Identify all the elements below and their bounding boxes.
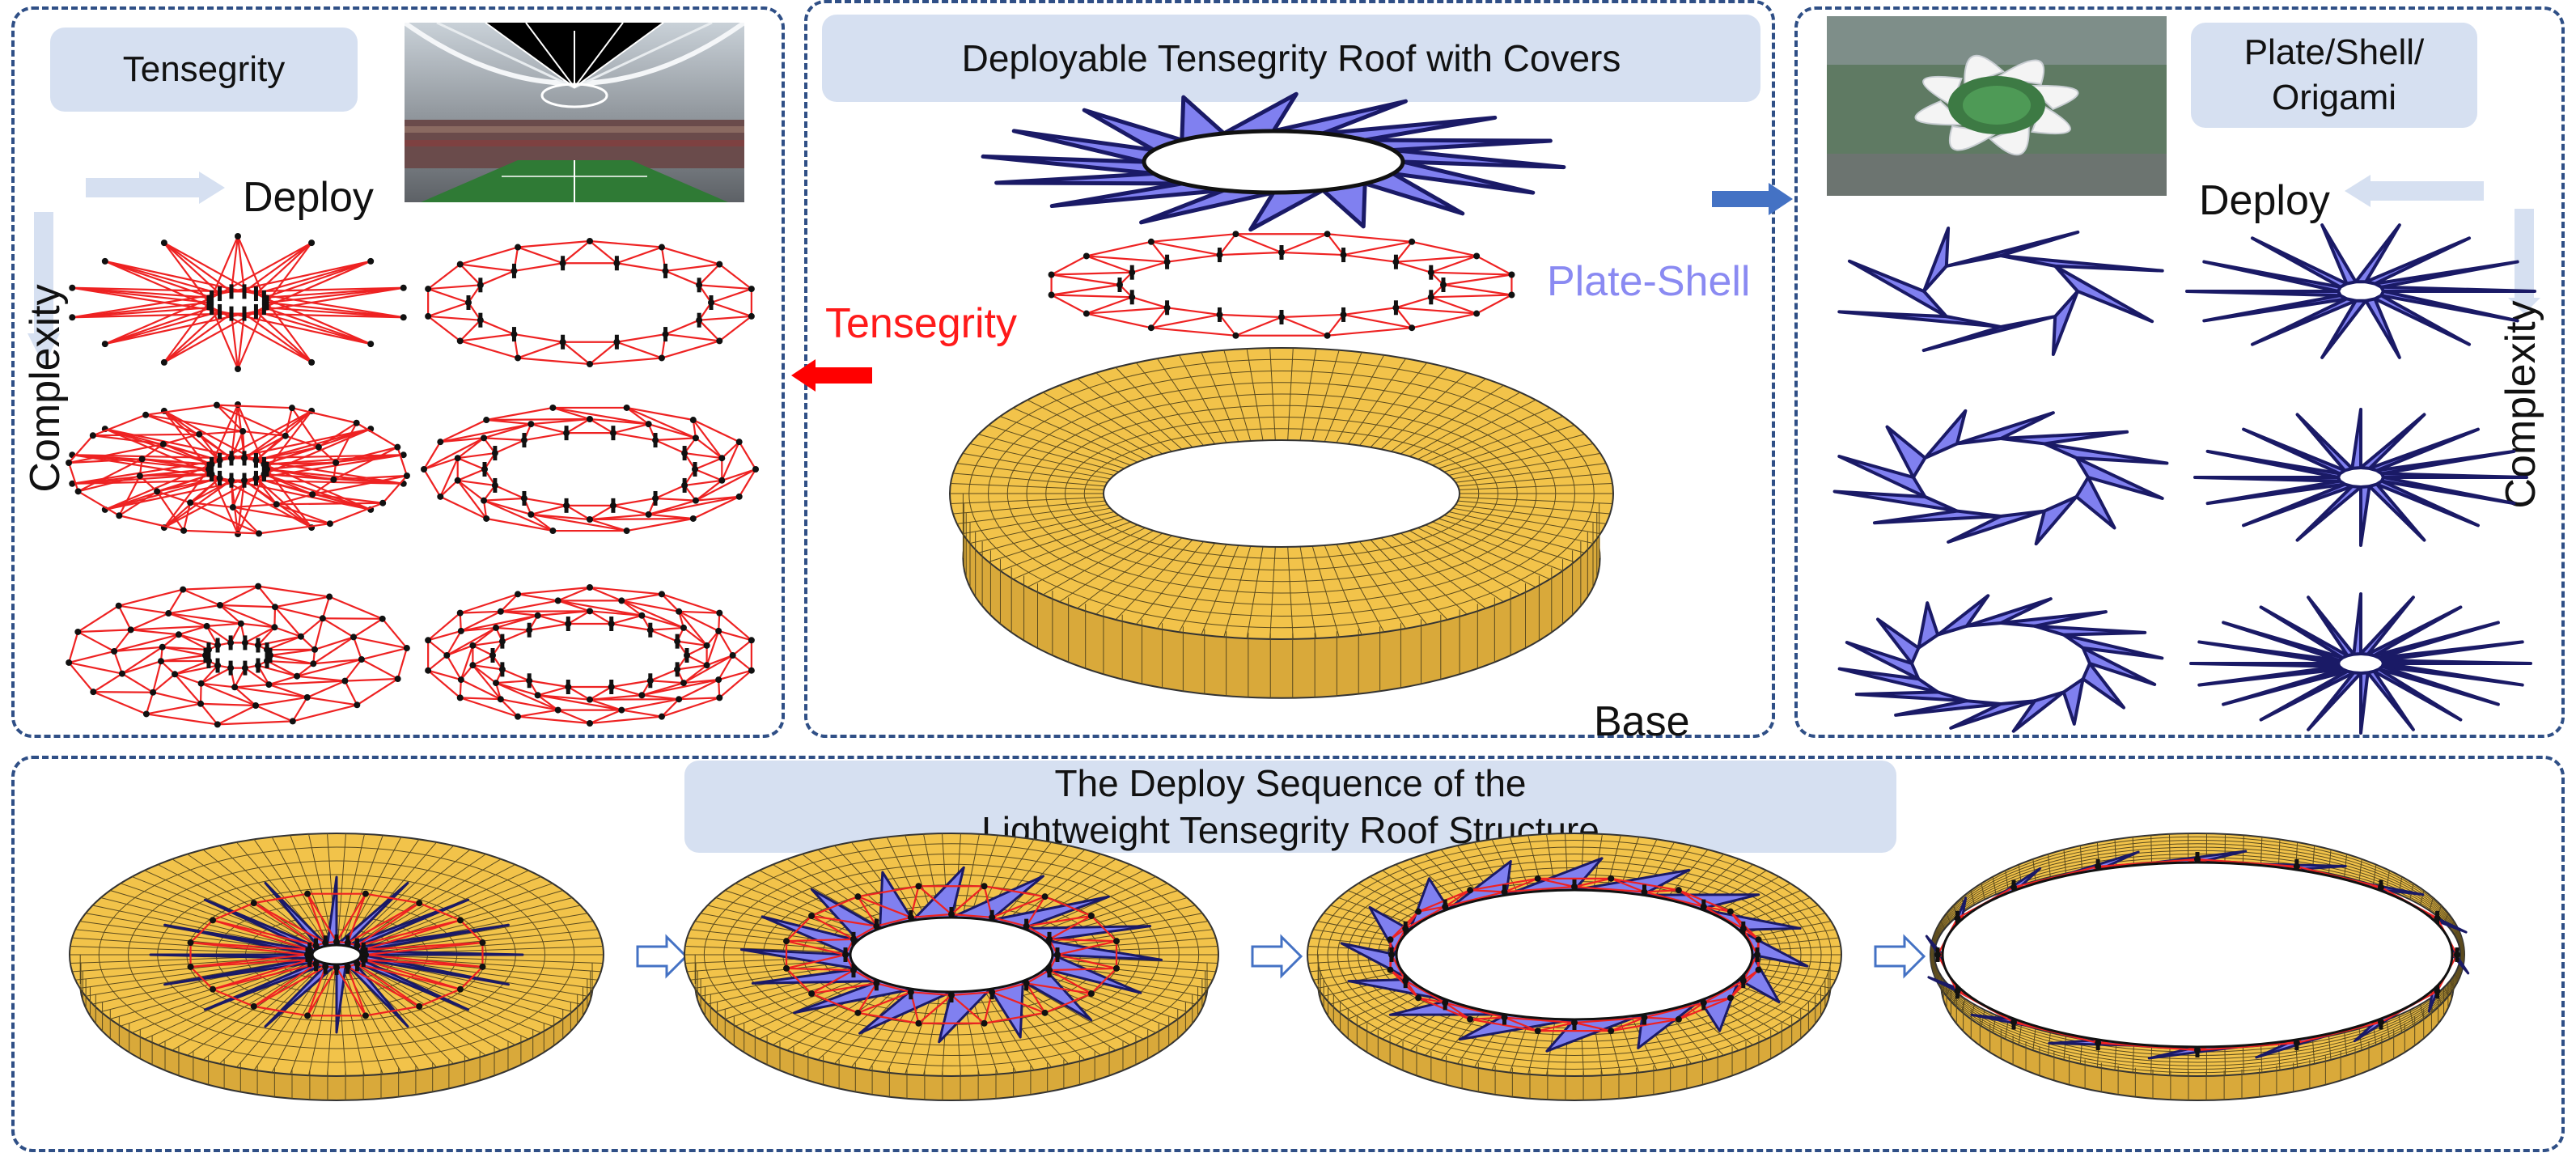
center-title: Deployable Tensegrity Roof with Covers [822, 15, 1760, 102]
aerial-stadium-photo [1827, 16, 2167, 196]
base-label: Base [1594, 698, 1690, 745]
plate-title-line1: Plate/Shell/ [2243, 32, 2425, 72]
plateshell-label: Plate-Shell [1547, 258, 1751, 305]
tensegrity-title: Tensegrity [50, 28, 358, 112]
tensegrity-panel [11, 6, 785, 738]
sequence-title-line1: The Deploy Sequence of the [1054, 762, 1527, 804]
down-arrow-icon [2508, 209, 2540, 314]
down-arrow-icon [28, 212, 60, 366]
stadium-photo [405, 23, 744, 202]
tensegrity-grid [66, 233, 759, 728]
tensegrity-label: Tensegrity [825, 300, 1017, 347]
plate-title-line2: Origami [2271, 78, 2397, 117]
right-arrow-icon [1712, 183, 1793, 215]
right-arrow-icon [636, 934, 688, 979]
right-arrow-icon [1251, 934, 1303, 979]
left-arrow-icon [2345, 175, 2484, 207]
roof-exploded-view [949, 91, 1614, 699]
plate-title: Plate/Shell/ Origami [2191, 23, 2477, 128]
deploy-sequence [69, 833, 2470, 1101]
plate-panel [1794, 6, 2565, 738]
right-arrow-icon [86, 172, 225, 204]
tensegrity-deploy-label: Deploy [243, 174, 374, 221]
right-arrow-icon [1874, 934, 1926, 979]
left-arrow-icon [791, 359, 872, 392]
plate-grid [1832, 223, 2536, 735]
sequence-panel [11, 756, 2565, 1152]
plate-deploy-label: Deploy [2199, 177, 2330, 224]
